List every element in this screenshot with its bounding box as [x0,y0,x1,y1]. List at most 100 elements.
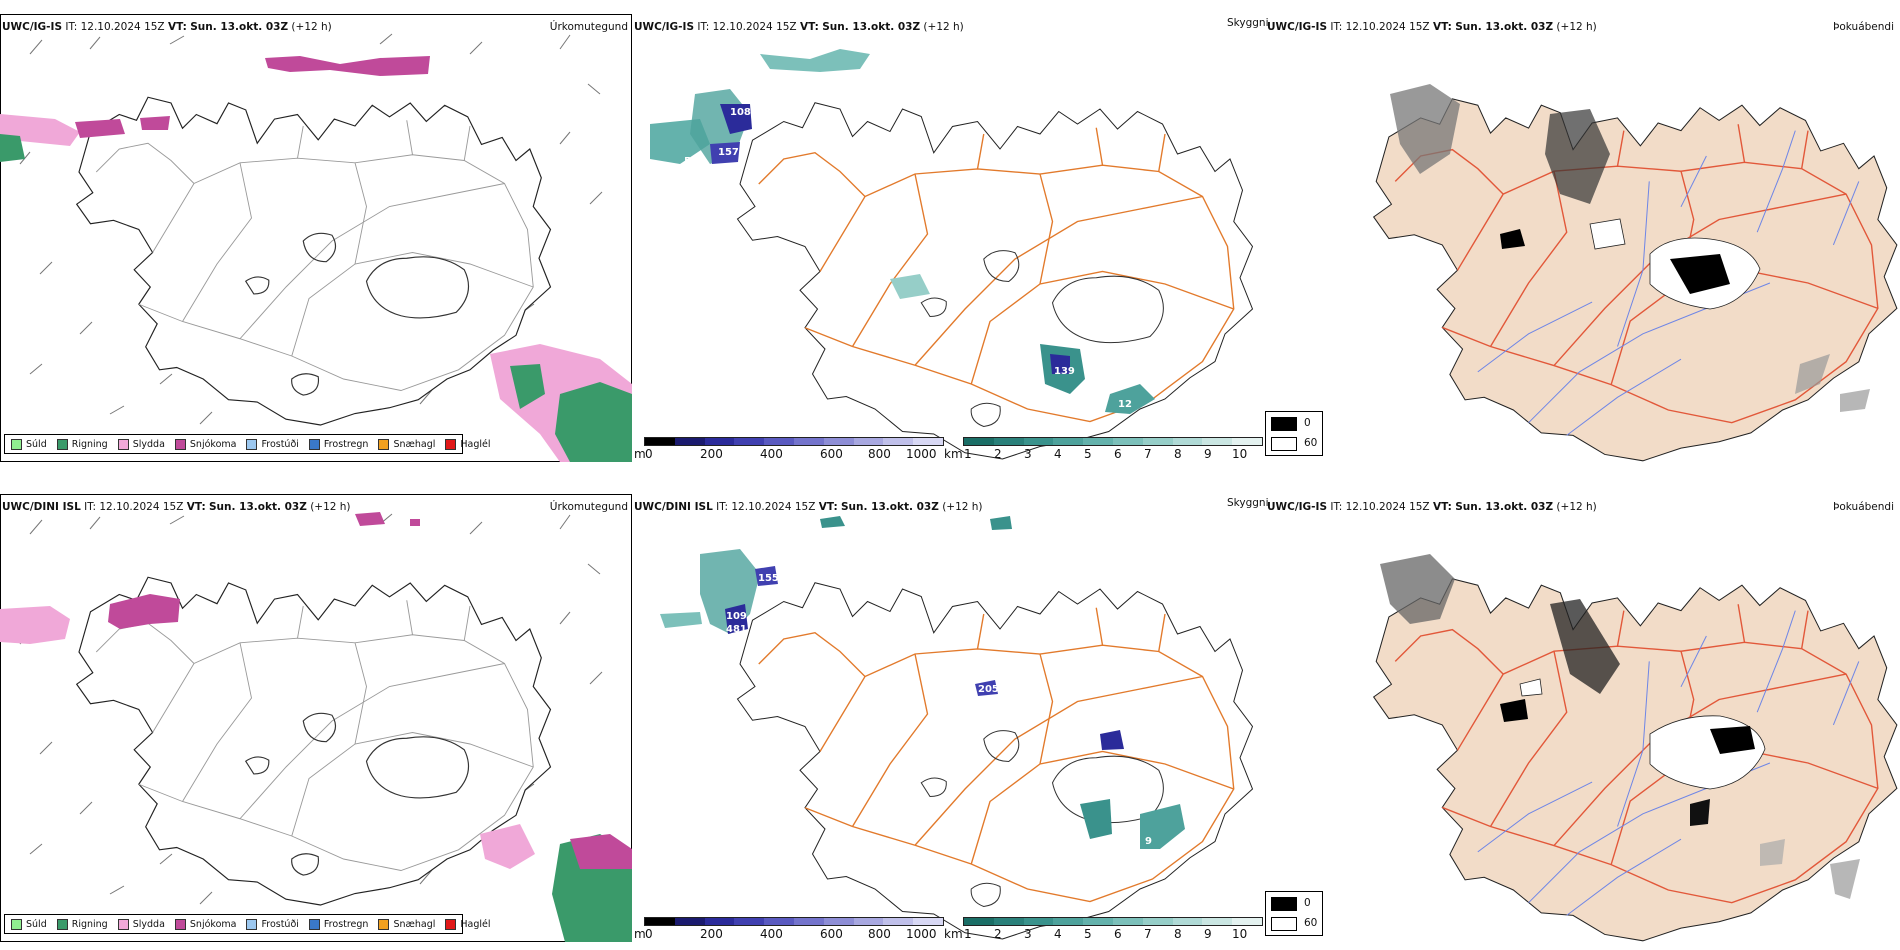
fog-high-label: 0 [1304,897,1311,909]
it-label: IT: [697,21,710,33]
vis-label: 12 [1118,399,1132,410]
legend-swatch [174,438,186,450]
visibility-title: Skyggni [1227,497,1269,509]
vt-value: Sun. 13.okt. 03Z [822,21,921,33]
model-name: UWC/IG-IS [634,21,695,33]
fog-high-label: 0 [1304,417,1311,429]
legend-swatch [246,918,258,930]
fog-header: UWC/IG-IS IT: 12.10.2024 15Z VT: Sun. 13… [1267,21,1597,34]
model-name: UWC/IG-IS [1267,501,1328,513]
iceland-outline [1373,98,1898,462]
vis-unit: km [944,447,963,461]
legend-item: Haglél [445,438,491,450]
cbar-cell [1172,918,1203,925]
legend-label: Frostúði [261,438,299,450]
vis-tick: 4 [1054,447,1062,461]
vis-tick: 7 [1144,927,1152,941]
legend-item: Súld [11,438,47,450]
precip-areas [0,56,632,462]
it-value: 12.10.2024 15Z [99,501,184,513]
cloud-areas [660,516,1185,849]
vt-label: VT: [799,21,819,33]
legend-swatch [445,918,457,930]
model-name: UWC/IG-IS [1267,21,1328,33]
fog-map [1373,84,1898,462]
it-value: 12.10.2024 15Z [1345,501,1430,513]
legend-swatch [117,438,129,450]
vis-tick: 3 [1024,927,1032,941]
visibility-colorbar [963,437,1263,446]
legend-swatch [378,438,390,450]
cbar-cell [1023,438,1054,445]
legend-label: Frostregn [323,918,369,930]
vis-tick: 2 [994,927,1002,941]
cbar-cell [993,918,1024,925]
it-label: IT: [716,501,729,513]
cbar-cell [1023,918,1054,925]
vis-tick: 10 [1232,927,1248,941]
legend-item: Frostúði [246,918,299,930]
ceiling-tick: 0 [645,927,653,941]
legend-item: Snæhagl [378,918,436,930]
vis-tick: 1 [964,447,972,461]
vis-tick: 8 [1174,447,1182,461]
model-name: UWC/IG-IS [2,21,63,33]
precip-header: UWC/DINI ISL IT: 12.10.2024 15Z VT: Sun.… [2,501,351,514]
legend-swatch [308,918,320,930]
visibility-title: Skyggni [1227,17,1269,29]
legend-swatch [56,438,68,450]
legend-label: Slydda [132,918,165,930]
fog-low-label: 60 [1304,437,1318,449]
model-name: UWC/DINI ISL [634,501,713,513]
fog-swatch-low [1271,917,1297,931]
legend-label: Snæhagl [393,438,436,450]
ceiling-unit: m [634,927,646,941]
fog-swatch-high [1271,897,1297,911]
legend-label: Frostúði [261,918,299,930]
fog-low-label: 60 [1304,917,1318,929]
cbar-cell [913,918,943,925]
iceland-outline [76,576,552,906]
vis-tick: 6 [1114,447,1122,461]
it-value: 12.10.2024 15Z [712,21,797,33]
vis-unit: km [944,927,963,941]
cbar-cell [1232,918,1262,925]
ceiling-tick: 1000 [906,447,937,461]
vt-label: VT: [818,501,838,513]
legend-label: Súld [26,918,47,930]
ceiling-colorbar [644,917,944,926]
fog-areas [1380,554,1860,899]
ceiling-unit: m [634,447,646,461]
visibility-header: UWC/IG-IS IT: 12.10.2024 15Z VT: Sun. 13… [634,21,964,34]
wind-barbs [19,513,603,905]
legend-label: Snjókoma [189,438,237,450]
vis-tick: 10 [1232,447,1248,461]
vt-value: Sun. 13.okt. 03Z [841,501,939,513]
legend-item: Snæhagl [378,438,436,450]
lead-time: (+12 h) [291,21,332,33]
legend-item: Snjókoma [174,918,236,930]
precip-map [0,33,632,462]
legend-item: Slydda [117,438,165,450]
cbar-cell [853,918,884,925]
cbar-cell [853,438,884,445]
cbar-cell [1142,438,1173,445]
legend-label: Snæhagl [393,918,436,930]
legend-item: Frostregn [308,918,369,930]
cbar-cell [1053,438,1084,445]
cbar-cell [964,438,994,445]
vt-value: Sun. 13.okt. 03Z [1455,501,1554,513]
vis-tick: 9 [1204,447,1212,461]
vt-label: VT: [1432,21,1452,33]
vis-tick: 9 [1204,927,1212,941]
cbar-cell [704,918,735,925]
iceland-outline [736,582,1254,940]
precip-map-frame [0,14,632,462]
cbar-cell [1112,918,1143,925]
fog-legend: 0 60 [1265,411,1323,456]
ceiling-tick: 600 [820,927,843,941]
vt-value: Sun. 13.okt. 03Z [1455,21,1554,33]
cbar-cell [1083,438,1113,445]
cbar-cell [793,918,824,925]
ceiling-label: 109 [726,611,747,622]
